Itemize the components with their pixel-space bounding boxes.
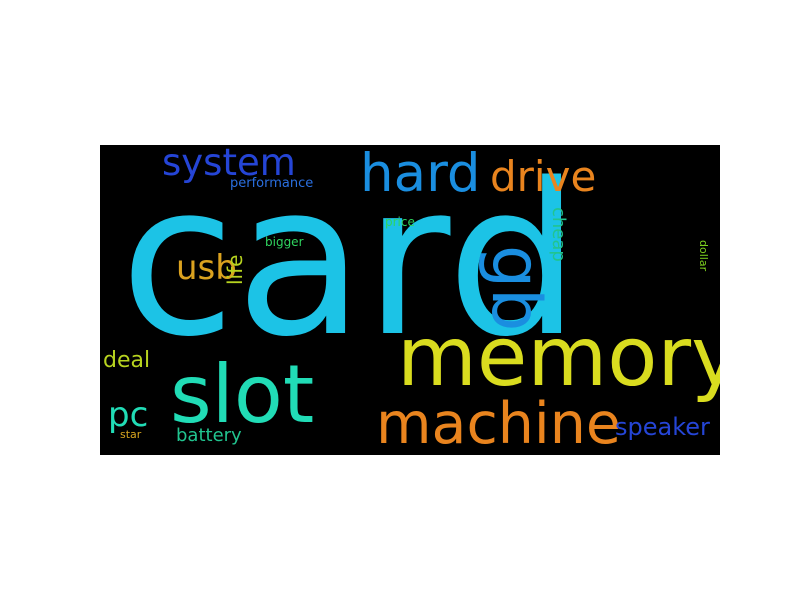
word-slot: slot (170, 348, 314, 441)
word-drive: drive (490, 152, 596, 201)
word-memory: memory (397, 310, 720, 405)
word-hard: hard (360, 145, 481, 204)
word-price: price (385, 215, 415, 229)
word-pc: pc (108, 395, 148, 435)
word-deal: deal (103, 348, 150, 373)
word-bigger: bigger (265, 235, 304, 249)
word-cloud: card memory slot machine hard gb drive s… (100, 145, 720, 455)
word-dollar: dollar (697, 240, 710, 272)
word-card: card (120, 145, 580, 383)
word-usb: usb (176, 248, 237, 288)
word-life: life (223, 255, 247, 285)
word-performance: performance (230, 176, 313, 191)
word-battery: battery (176, 425, 242, 446)
word-machine: machine (376, 391, 621, 455)
word-system: system (162, 145, 296, 184)
word-speaker: speaker (615, 413, 710, 441)
word-cheap: cheap (548, 207, 569, 262)
word-star: star (120, 428, 142, 441)
word-cloud-svg: card memory slot machine hard gb drive s… (103, 145, 720, 455)
word-gb: gb (476, 245, 555, 331)
